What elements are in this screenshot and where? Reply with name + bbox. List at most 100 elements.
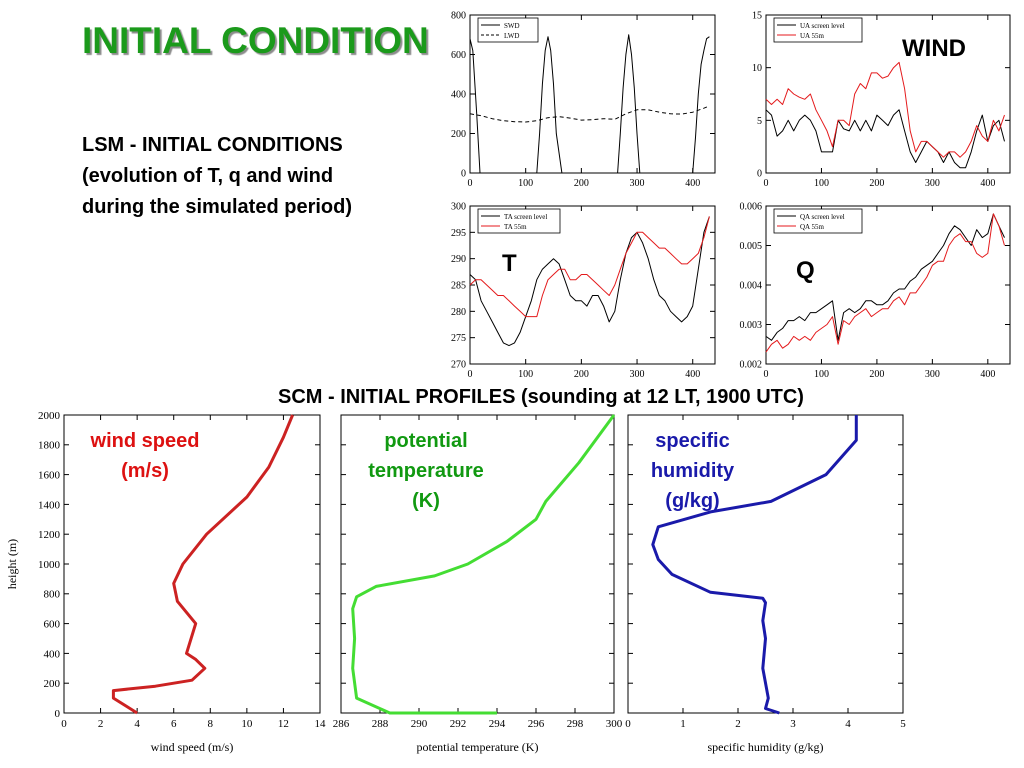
y-tick-label: 300 [451, 202, 466, 213]
legend-label: UA 55m [800, 32, 824, 40]
wind-profile-label: wind speed (m/s) [70, 426, 220, 486]
lsm-description: LSM - INITIAL CONDITIONS (evolution of T… [82, 130, 442, 223]
humidity-profile-label-line: specific [655, 430, 730, 452]
legend-box [773, 208, 863, 234]
y-tick-label: 280 [451, 307, 466, 318]
x-axis-label: wind speed (m/s) [151, 740, 234, 754]
x-tick-label: 200 [574, 178, 589, 189]
series-line [351, 414, 616, 715]
y-tick-label: 600 [44, 618, 61, 630]
x-tick-label: 400 [685, 369, 700, 380]
x-tick-label: 300 [630, 178, 645, 189]
y-tick-label: 800 [451, 11, 466, 22]
x-tick-label: 5 [900, 718, 906, 730]
y-tick-label: 0.002 [740, 360, 763, 371]
x-tick-label: 0 [764, 178, 769, 189]
series-line [765, 61, 1005, 158]
x-tick-label: 4 [845, 718, 851, 730]
y-tick-label: 1400 [38, 499, 61, 511]
y-tick-label: 5 [757, 116, 762, 127]
series-line [765, 213, 1005, 353]
x-tick-label: 292 [450, 718, 467, 730]
theta-profile-label-line: temperature [368, 460, 484, 482]
y-tick-label: 400 [451, 90, 466, 101]
x-tick-label: 200 [574, 369, 589, 380]
x-tick-label: 400 [980, 178, 995, 189]
y-tick-label: 0.006 [740, 202, 763, 213]
y-tick-label: 10 [752, 63, 762, 74]
legend-box [477, 208, 561, 234]
y-tick-label: 2000 [38, 410, 61, 422]
legend-label: QA 55m [800, 223, 824, 231]
x-tick-label: 8 [208, 718, 214, 730]
legend-label: TA screen level [504, 213, 547, 221]
theta-profile-label-line: potential [384, 430, 468, 452]
x-tick-label: 200 [869, 369, 884, 380]
y-tick-label: 275 [451, 333, 466, 344]
x-tick-label: 400 [980, 369, 995, 380]
y-axis-label: height (m) [5, 539, 19, 589]
x-tick-label: 290 [411, 718, 428, 730]
chart-pq: 0 1 2 3 4 5 specific humidity (g/kg) [625, 414, 906, 754]
wind-panel-label: WIND [902, 35, 966, 62]
x-tick-label: 286 [333, 718, 350, 730]
chart-ptheta: 286 288 290 292 294 296 298 300 potential temper… [333, 414, 623, 754]
y-tick-label: 0.003 [740, 320, 763, 331]
x-tick-label: 296 [528, 718, 545, 730]
y-tick-label: 0.005 [740, 241, 763, 252]
x-tick-label: 288 [372, 718, 389, 730]
series-line [469, 105, 710, 123]
x-tick-label: 400 [685, 178, 700, 189]
y-tick-label: 270 [451, 360, 466, 371]
x-tick-label: 1 [680, 718, 686, 730]
x-tick-label: 100 [814, 369, 829, 380]
wind-profile-label-line: wind speed [90, 430, 200, 452]
theta-profile-label: potential temperature (K) [346, 426, 506, 516]
temp-panel-label: T [502, 250, 517, 277]
x-tick-label: 6 [171, 718, 177, 730]
chart-wind: 0 100 200 300 400 0 5 10 15 UA screen level UA 55m [752, 11, 1011, 189]
x-tick-label: 0 [764, 369, 769, 380]
y-tick-label: 1200 [38, 529, 61, 541]
page-title: INITIAL CONDITIONS [82, 20, 430, 61]
y-tick-label: 0 [757, 169, 762, 180]
x-tick-label: 300 [925, 178, 940, 189]
chart-temp: 0 100 200 300 400 270 275 280 285 290 295 300 TA scr… [451, 202, 716, 380]
y-tick-label: 200 [44, 678, 61, 690]
x-tick-label: 100 [814, 178, 829, 189]
plot-frame [765, 14, 1011, 174]
legend-label: QA screen level [800, 213, 845, 221]
theta-profile-label-line: (K) [412, 490, 440, 512]
x-tick-label: 12 [278, 718, 289, 730]
scm-section-title: SCM - INITIAL PROFILES (sounding at 12 L… [278, 386, 804, 408]
y-tick-label: 1000 [38, 559, 61, 571]
x-tick-label: 298 [567, 718, 584, 730]
x-tick-label: 4 [134, 718, 140, 730]
humidity-profile-label-line: humidity [650, 460, 735, 482]
x-tick-label: 300 [606, 718, 623, 730]
legend-box [477, 17, 539, 43]
x-tick-label: 3 [790, 718, 796, 730]
humidity-profile-label: specific humidity (g/kg) [630, 426, 755, 516]
series-line [469, 216, 710, 347]
x-tick-label: 2 [735, 718, 741, 730]
y-tick-label: 1600 [38, 469, 61, 481]
series-line [469, 216, 710, 318]
series-line [765, 213, 1005, 341]
x-tick-label: 0 [468, 369, 473, 380]
y-tick-label: 285 [451, 281, 466, 292]
x-tick-label: 2 [98, 718, 104, 730]
x-tick-label: 100 [518, 178, 533, 189]
x-tick-label: 0 [468, 178, 473, 189]
x-tick-label: 10 [241, 718, 253, 730]
series-line [651, 415, 858, 715]
x-tick-label: 14 [315, 718, 327, 730]
legend-label: TA 55m [504, 223, 527, 231]
legend-label: SWD [504, 22, 520, 30]
x-tick-label: 300 [925, 369, 940, 380]
x-tick-label: 0 [625, 718, 631, 730]
legend-box [773, 17, 863, 43]
legend-label: UA screen level [800, 22, 845, 30]
x-axis-label: specific humidity (g/kg) [708, 740, 824, 754]
